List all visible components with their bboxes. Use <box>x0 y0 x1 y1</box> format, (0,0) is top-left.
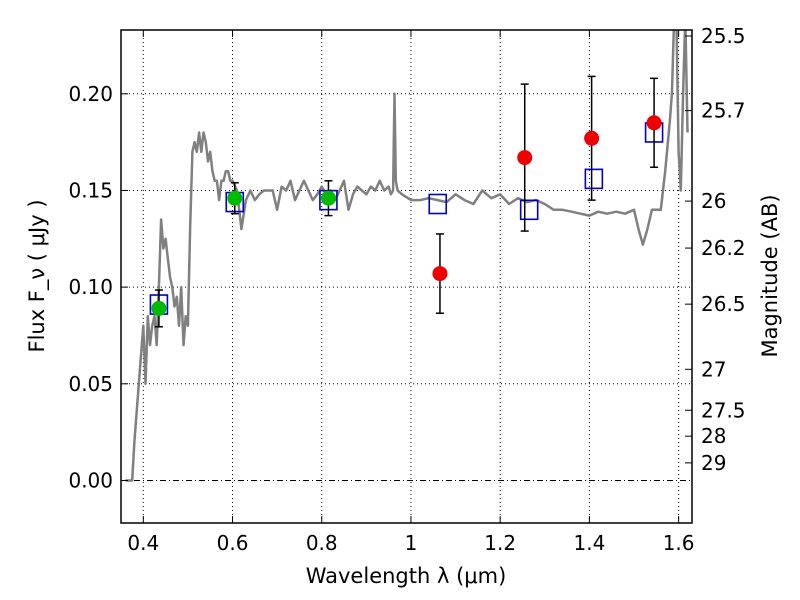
y-tick-label: 0.05 <box>68 372 113 396</box>
model-spectrum-line <box>125 30 689 482</box>
right-tick-label: 29 <box>701 451 726 475</box>
series-layer <box>125 30 689 482</box>
grid-lines <box>121 30 692 523</box>
observed-point-red <box>517 150 533 166</box>
x-tick-label: 1.4 <box>573 531 605 555</box>
y-axis-label: Flux F_ν ( μJy ) <box>25 199 50 352</box>
x-tick-label: 0.6 <box>217 531 249 555</box>
observed-point-red <box>432 266 448 282</box>
observed-point-green <box>151 300 167 316</box>
right-tick-label: 26.5 <box>701 292 746 316</box>
model-photometry-square <box>428 193 448 215</box>
x-tick-label: 1.2 <box>484 531 516 555</box>
right-tick-label: 25.7 <box>701 99 746 123</box>
right-tick-label: 26.2 <box>701 236 746 260</box>
model-photometry-square <box>519 199 539 221</box>
right-tick-label: 28 <box>701 424 726 448</box>
right-tick-label: 27.5 <box>701 398 746 422</box>
x-axis-label: Wavelength λ (μm) <box>306 564 507 588</box>
observed-point-green <box>227 190 243 206</box>
observed-point-red <box>584 130 600 146</box>
x-tick-label: 0.8 <box>306 531 338 555</box>
right-axis-label: Magnitude (AB) <box>758 194 782 357</box>
model-photometry-square <box>584 168 604 190</box>
axis-ticks: 0.4 0.6 0.8 1 1.2 1.4 1.6 0.00 0.05 0.10 0.15 0.20 2… <box>68 24 745 555</box>
plot-frame <box>120 29 693 524</box>
x-tick-label: 0.4 <box>127 531 159 555</box>
x-tick-label: 1 <box>405 531 418 555</box>
observed-point-red <box>646 115 662 131</box>
observed-point-green <box>320 190 336 206</box>
right-tick-label: 25.5 <box>701 24 746 48</box>
y-tick-label: 0.10 <box>68 275 113 299</box>
x-tick-label: 1.6 <box>663 531 695 555</box>
y-tick-label: 0.15 <box>68 178 113 202</box>
y-tick-label: 0.20 <box>68 82 113 106</box>
y-tick-label: 0.00 <box>68 468 113 492</box>
right-tick-label: 26 <box>701 189 726 213</box>
right-tick-label: 27 <box>701 357 726 381</box>
